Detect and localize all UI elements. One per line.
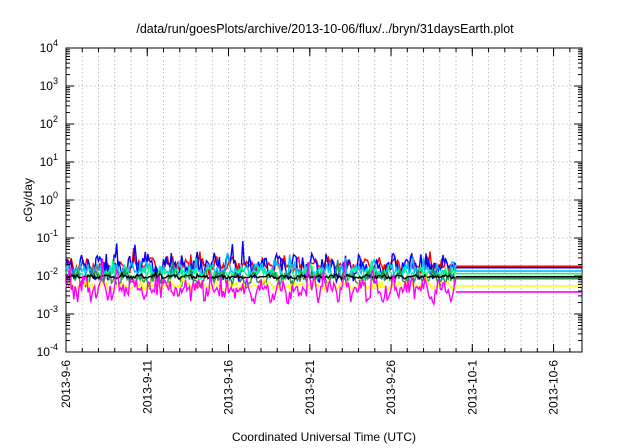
- series-line: [65, 252, 457, 281]
- y-tick-label: 103: [40, 76, 58, 93]
- series-group: [65, 240, 582, 307]
- series-line: [65, 258, 457, 307]
- grid: [66, 48, 582, 352]
- x-tick-label: 2013-10-1: [465, 360, 479, 415]
- series-line: [65, 269, 457, 281]
- y-tick-label: 102: [40, 114, 58, 131]
- y-tick-label: 10-4: [37, 342, 58, 359]
- x-tick-label: 2013-10-6: [547, 360, 561, 415]
- y-tick-label: 100: [40, 190, 58, 207]
- y-axis-label: cGy/day: [21, 178, 35, 222]
- x-axis-label: Coordinated Universal Time (UTC): [232, 430, 416, 444]
- x-axis: 2013-9-6 2013-9-11 2013-9-16 2013-9-21 2013-…: [59, 48, 571, 415]
- y-tick-label: 10-1: [37, 228, 58, 245]
- y-tick-label: 101: [40, 152, 58, 169]
- x-tick-label: 2013-9-16: [222, 360, 236, 415]
- x-tick-label: 2013-9-6: [59, 360, 73, 408]
- x-tick-label: 2013-9-11: [140, 360, 154, 414]
- x-tick-label: 2013-9-21: [303, 360, 317, 415]
- y-tick-label: 10-3: [37, 304, 58, 321]
- y-tick-label: 10-2: [37, 266, 58, 283]
- y-axis: 10-4 10-3 10-2 10-1 100 101 102 103 104: [37, 38, 582, 359]
- x-tick-label: 2013-9-26: [384, 360, 398, 415]
- y-tick-label: 104: [40, 38, 58, 55]
- chart-title: /data/run/goesPlots/archive/2013-10-06/f…: [136, 22, 514, 36]
